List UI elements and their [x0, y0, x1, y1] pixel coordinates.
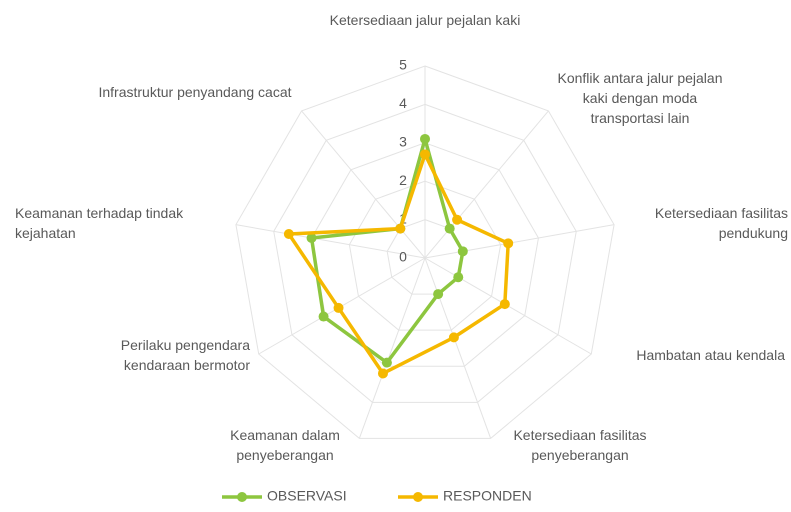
axis-label: Ketersediaan fasilitas penyeberangan	[513, 427, 647, 463]
point	[448, 332, 459, 343]
spoke	[235, 224, 426, 259]
axis-label: Ketersediaan fasilitas pendukung	[654, 205, 788, 241]
spoke	[358, 257, 426, 439]
spoke	[424, 110, 549, 259]
point	[453, 272, 464, 283]
point	[318, 311, 329, 322]
legend-label: OBSERVASI	[267, 488, 347, 504]
point	[503, 238, 514, 249]
legend-label: RESPONDEN	[443, 488, 532, 504]
r-tick-label: 5	[399, 57, 407, 73]
r-tick-label: 2	[399, 172, 407, 188]
point	[420, 149, 430, 160]
point	[499, 299, 510, 310]
series-line	[309, 137, 465, 365]
legend-marker	[413, 492, 423, 502]
r-tick-label: 0	[399, 249, 407, 265]
r-tick-label: 3	[399, 134, 407, 150]
axis-label: Hambatan atau kendala	[636, 347, 785, 363]
grid-ring	[348, 180, 502, 331]
point	[306, 232, 317, 243]
axis-label: Perilaku pengendara kendaraan bermotor	[120, 337, 250, 373]
spoke	[424, 224, 615, 259]
r-tick-label: 4	[399, 95, 407, 111]
point	[444, 223, 455, 234]
legend-marker	[237, 492, 247, 502]
axis-label: Konflik antara jalur pejalan kaki dengan…	[557, 70, 723, 126]
axis-label: Infrastruktur penyandang cacat	[98, 84, 292, 100]
point	[381, 357, 392, 368]
point	[377, 368, 388, 379]
point	[452, 214, 463, 225]
spoke	[301, 110, 426, 259]
series-line	[287, 152, 510, 376]
axis-label: Ketersediaan jalur pejalan kaki	[329, 12, 521, 28]
point	[333, 302, 344, 313]
axis-label: Keamanan dalam penyeberangan	[230, 427, 340, 463]
grid-ring	[273, 103, 577, 403]
point	[395, 223, 406, 234]
spoke	[424, 257, 492, 439]
point	[457, 246, 468, 257]
grid-ring	[311, 142, 539, 367]
point	[283, 228, 294, 239]
grid-ring	[235, 65, 615, 439]
point	[420, 133, 430, 144]
axis-label: Keamanan terhadap tindak kejahatan	[15, 205, 184, 241]
point	[433, 289, 444, 300]
